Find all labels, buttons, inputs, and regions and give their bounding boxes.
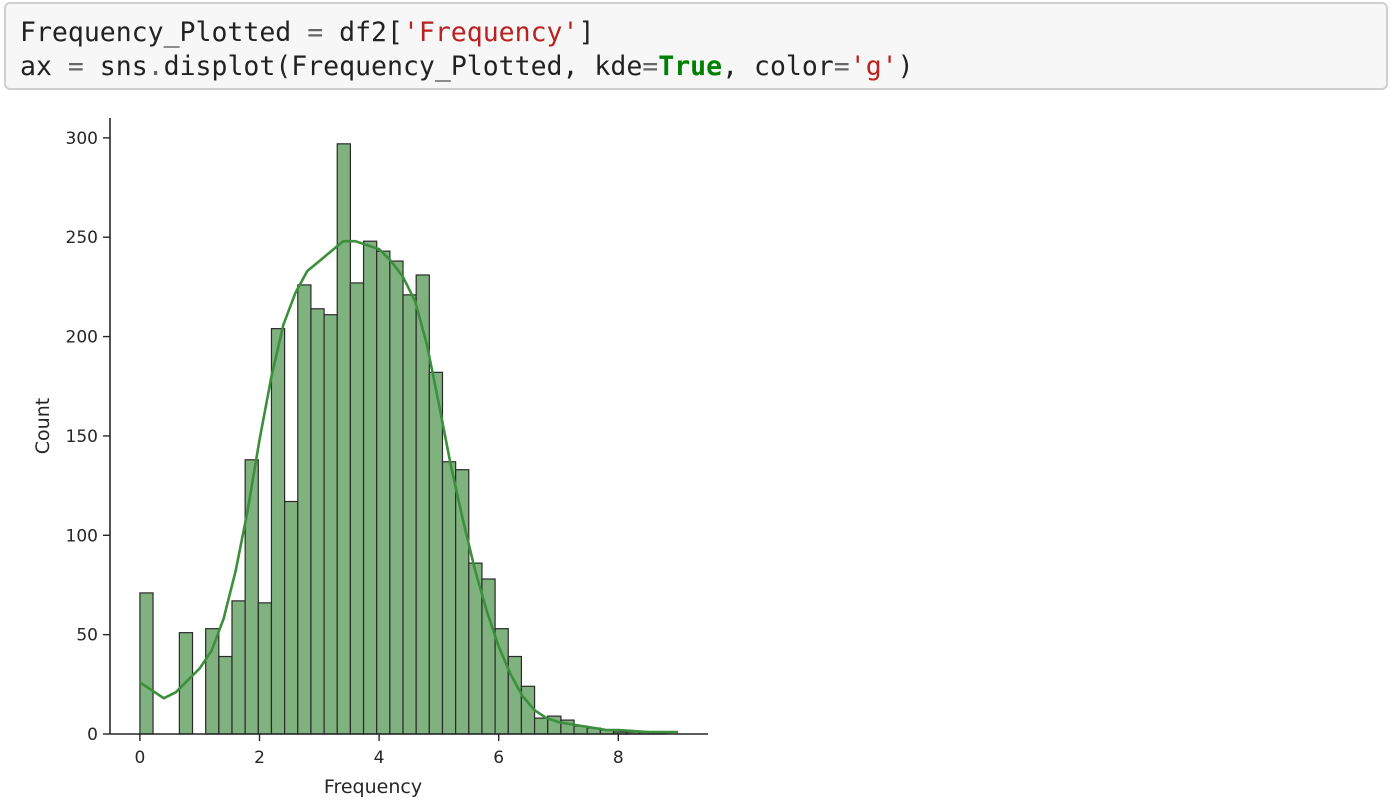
histogram-bar bbox=[310, 308, 325, 735]
histogram-bar bbox=[284, 500, 299, 735]
histogram-bar bbox=[270, 328, 286, 735]
y-tick-label: 100 bbox=[66, 526, 98, 546]
histogram-bar bbox=[362, 240, 378, 735]
y-tick-label: 200 bbox=[66, 328, 98, 348]
code-token: . bbox=[147, 51, 164, 82]
code-token: ax bbox=[20, 51, 52, 82]
code-token: ] bbox=[578, 17, 595, 48]
x-tick-label: 8 bbox=[613, 748, 624, 768]
y-axis-label: Count bbox=[32, 398, 54, 454]
histogram-bar bbox=[376, 250, 391, 735]
code-token: 'Frequency' bbox=[402, 17, 579, 48]
code-line: ax = sns.displot(Frequency_Plotted, kde=… bbox=[20, 50, 914, 84]
histogram-bar bbox=[520, 685, 536, 735]
code-token: True bbox=[658, 51, 723, 82]
histogram-bar bbox=[218, 655, 233, 735]
histogram-bar bbox=[455, 469, 470, 735]
code-token: = bbox=[51, 51, 100, 82]
code-token: ) bbox=[897, 51, 914, 82]
y-tick-label: 0 bbox=[87, 725, 98, 745]
histogram-bar bbox=[441, 461, 457, 735]
x-tick-label: 6 bbox=[493, 748, 504, 768]
code-token: , color bbox=[722, 51, 834, 82]
code-token: = bbox=[642, 51, 659, 82]
x-tick-label: 0 bbox=[134, 748, 145, 768]
histogram-bar bbox=[533, 717, 549, 735]
histogram-bar bbox=[205, 628, 220, 735]
x-axis-ticks: 0 2 4 6 8 bbox=[134, 734, 624, 768]
histogram-bar bbox=[231, 600, 246, 735]
code-token: = bbox=[833, 51, 850, 82]
histogram-bar bbox=[323, 314, 338, 735]
code-token: = bbox=[291, 17, 340, 48]
y-tick-label: 250 bbox=[66, 228, 98, 248]
histogram-bar bbox=[244, 459, 259, 735]
code-cell-input[interactable]: Frequency_Plotted = df2['Frequency'] ax … bbox=[4, 2, 1388, 90]
histogram-plot: 0 50 100 150 200 250 300 0 2 4 6 8 Frequency Count bbox=[32, 118, 708, 798]
x-axis-label: Frequency bbox=[324, 776, 422, 798]
histogram-bar bbox=[389, 260, 404, 735]
code-token: df2[ bbox=[339, 17, 403, 48]
x-tick-label: 4 bbox=[374, 748, 385, 768]
y-tick-label: 300 bbox=[66, 129, 98, 149]
histogram-bar bbox=[428, 371, 444, 735]
code-token: displot(Frequency_Plotted, kde bbox=[163, 51, 643, 82]
cell-output: 0 50 100 150 200 250 300 0 2 4 6 8 Frequency Count bbox=[0, 100, 760, 808]
code-line: Frequency_Plotted = df2['Frequency'] bbox=[20, 16, 594, 50]
histogram-bar bbox=[336, 143, 351, 735]
histogram-bars bbox=[139, 143, 667, 735]
y-tick-label: 150 bbox=[66, 427, 98, 447]
histogram-bar bbox=[349, 282, 365, 735]
histogram-bar bbox=[257, 602, 273, 735]
histogram-bar bbox=[297, 284, 312, 735]
histogram-bar bbox=[507, 655, 523, 735]
code-token: sns bbox=[99, 51, 148, 82]
code-token: 'g' bbox=[849, 51, 898, 82]
kde-curve bbox=[139, 239, 679, 734]
y-axis-ticks: 0 50 100 150 200 250 300 bbox=[66, 129, 110, 745]
x-tick-label: 2 bbox=[254, 748, 265, 768]
code-token: Frequency_Plotted bbox=[20, 17, 292, 48]
y-tick-label: 50 bbox=[76, 626, 98, 646]
histogram-bar bbox=[139, 592, 154, 735]
histogram-bar bbox=[402, 294, 417, 735]
